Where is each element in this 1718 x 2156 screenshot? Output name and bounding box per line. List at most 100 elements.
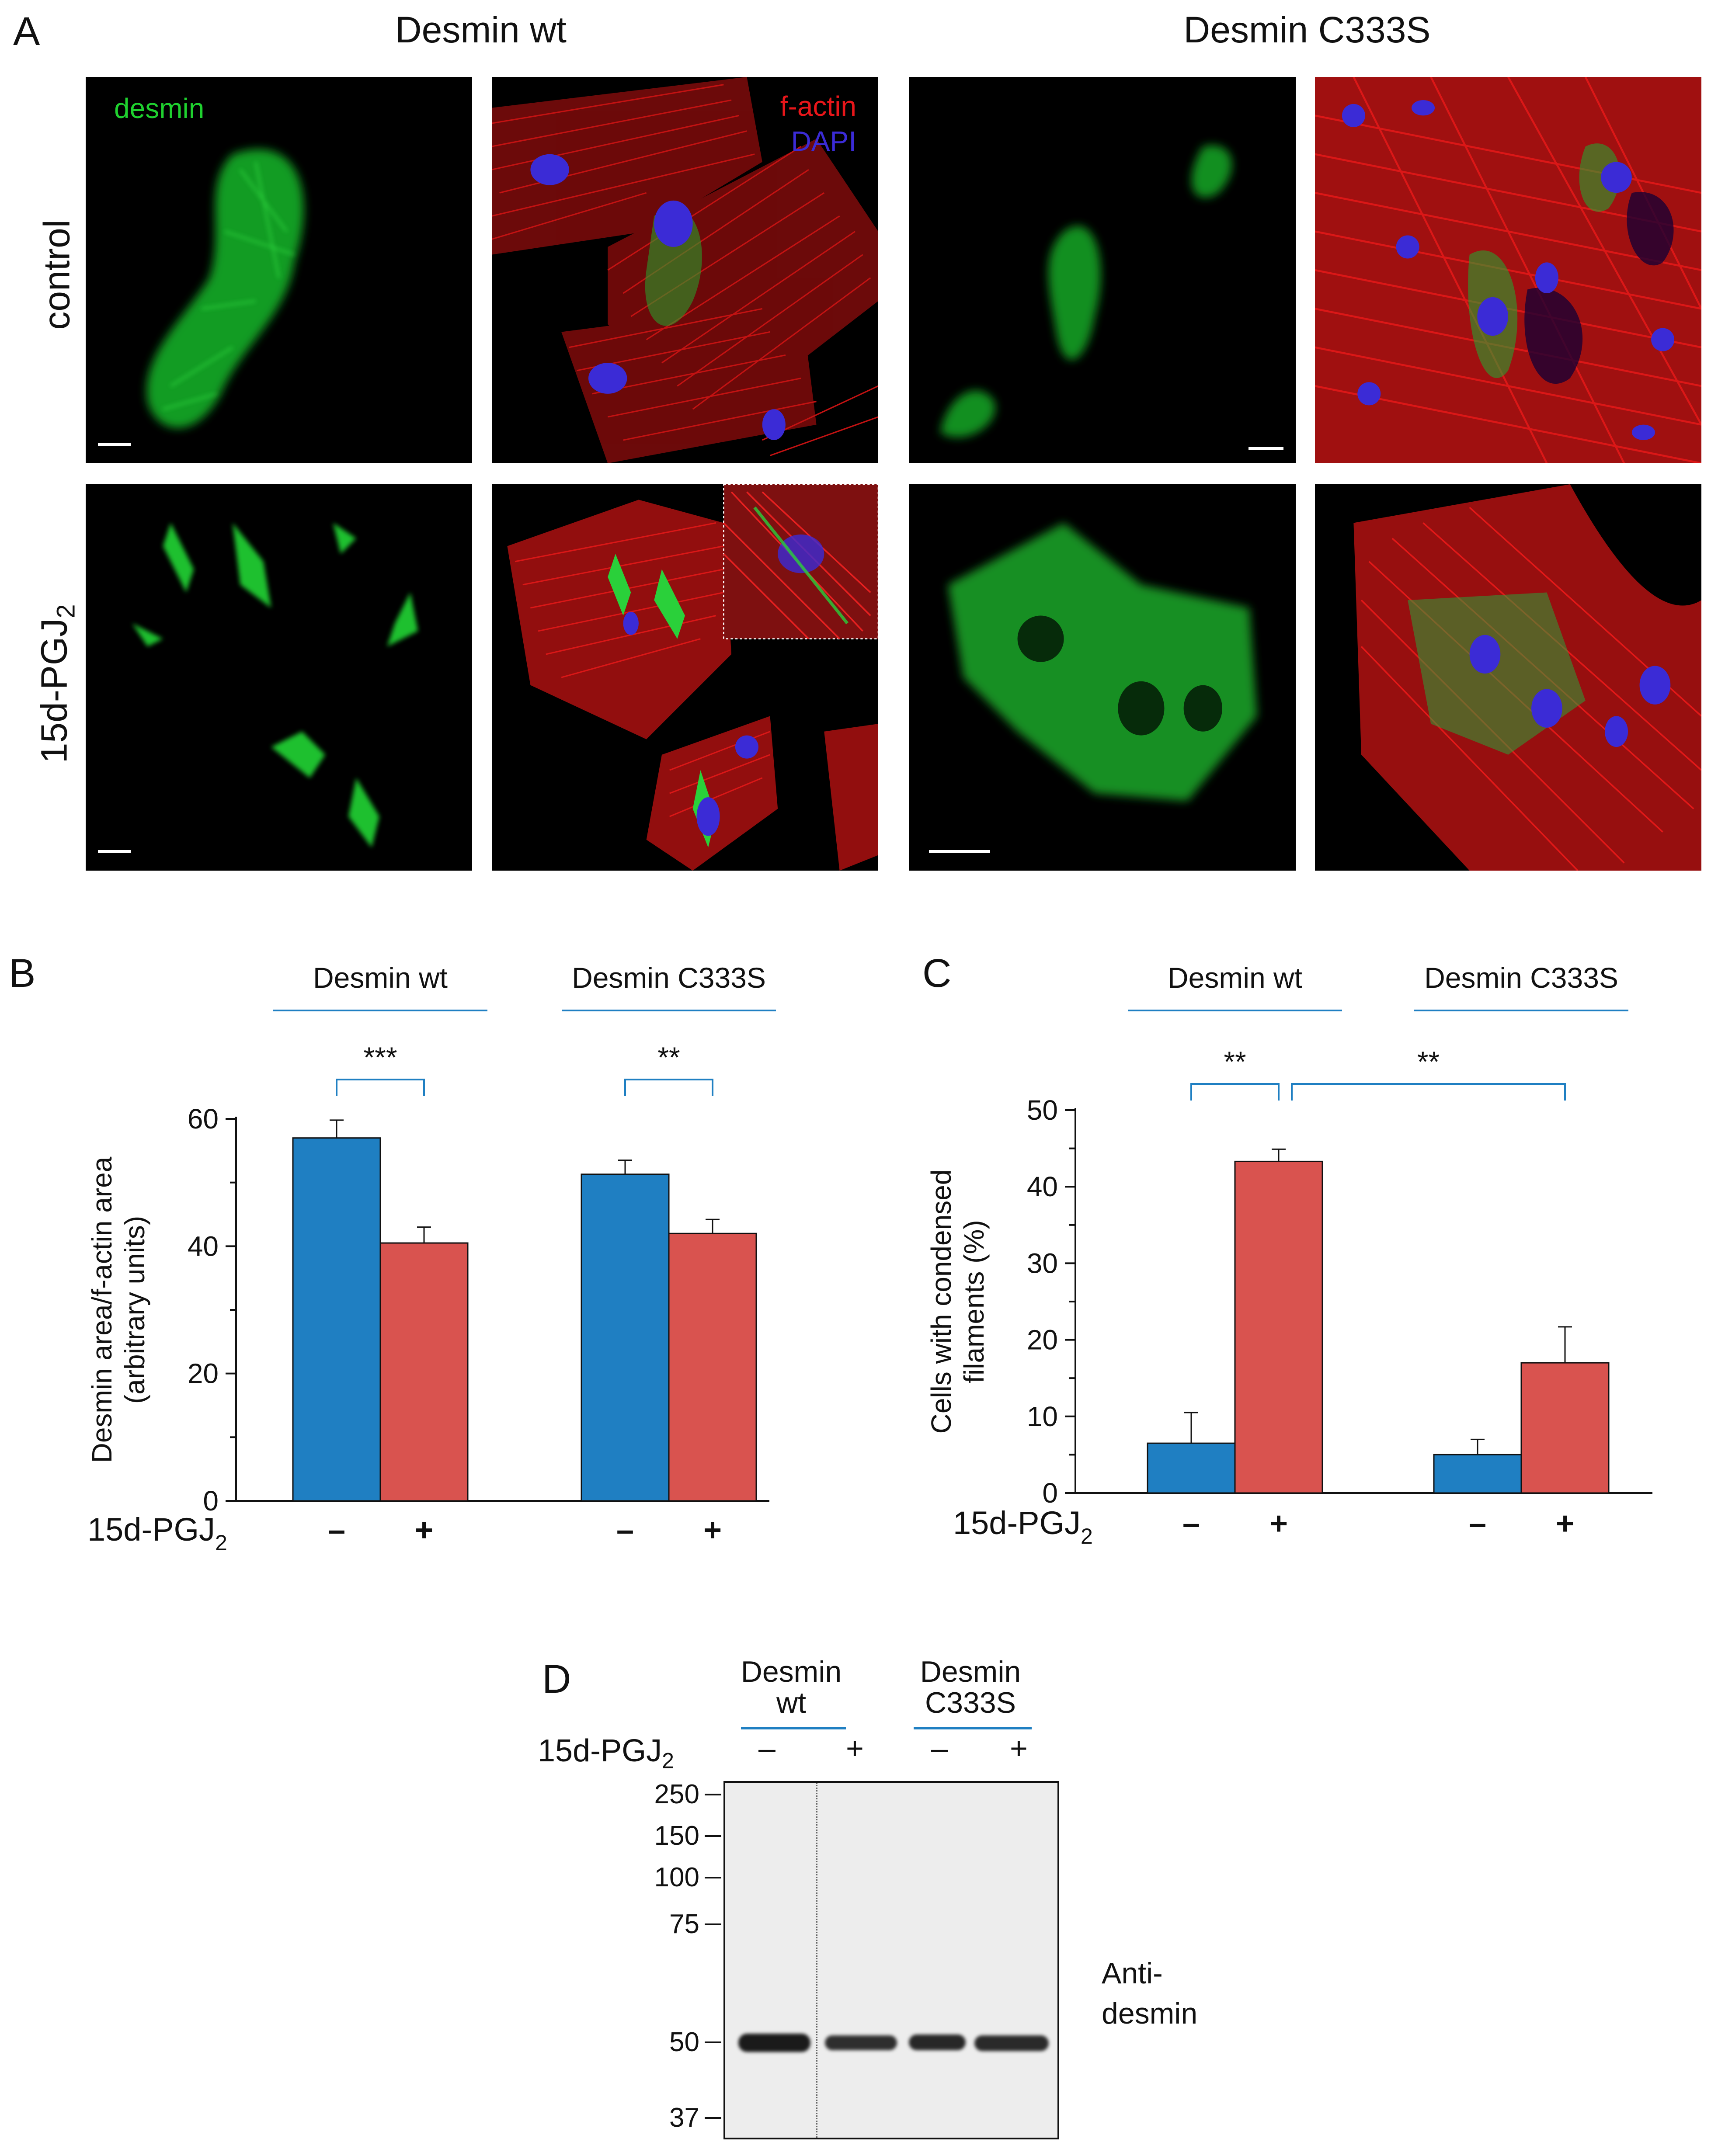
category-label: – <box>1182 1506 1200 1541</box>
y-tick-label: 0 <box>1042 1477 1058 1509</box>
column-header-c333s: Desmin C333S <box>1183 9 1431 50</box>
marker-tick <box>705 1835 721 1837</box>
scale-bar <box>1249 447 1283 450</box>
stain-label-factin: f-actin <box>780 90 856 122</box>
category-label: – <box>616 1513 634 1548</box>
row-header-control: control <box>36 219 77 330</box>
blot-lane-3-label: – <box>931 1731 948 1765</box>
group-label: Desmin C333S <box>1424 962 1618 994</box>
group-label: Desmin wt <box>1168 962 1302 994</box>
blot-band-3 <box>909 2034 966 2050</box>
treatment-label-subscript: 2 <box>1081 1524 1093 1548</box>
bar <box>1520 1362 1610 1494</box>
y-axis-label: (arbitrary units) <box>119 1216 150 1404</box>
blot-band-4 <box>974 2035 1049 2051</box>
micrograph-c333s-treated-desmin <box>909 484 1296 871</box>
significance-bracket <box>336 1079 425 1096</box>
scale-bar <box>98 850 131 853</box>
bar <box>581 1173 670 1502</box>
category-label: – <box>328 1513 345 1548</box>
group-label: Desmin wt <box>313 962 448 994</box>
y-tick-label: 40 <box>188 1230 219 1262</box>
marker-150: 150 <box>654 1821 699 1851</box>
stain-label-desmin: desmin <box>114 93 205 124</box>
bar <box>1147 1442 1236 1494</box>
panel-letter-b: B <box>9 951 36 996</box>
blot-membrane <box>723 1781 1059 2139</box>
y-tick-label: 10 <box>1027 1401 1058 1432</box>
treatment-label-subscript: 2 <box>215 1531 227 1555</box>
blot-group-wt-line1: Desmin <box>741 1655 842 1688</box>
marker-tick <box>705 2117 721 2119</box>
blot-group-wt-underline <box>741 1727 846 1729</box>
chart-b: 0 20 40 60 Desmin area/f-actin area (arbitrar… <box>0 953 831 1600</box>
bar <box>379 1242 469 1502</box>
blot-antibody-line2: desmin <box>1102 1996 1198 2030</box>
micrograph-c333s-control-desmin <box>909 77 1296 463</box>
category-label: + <box>1556 1506 1574 1541</box>
bar <box>668 1232 757 1502</box>
blot-group-labels: Desmin wt Desmin C333S <box>682 1656 1075 1761</box>
scale-bar <box>98 443 131 446</box>
column-header-wt: Desmin wt <box>395 9 567 50</box>
significance-bracket <box>1291 1083 1566 1101</box>
y-tick-label: 20 <box>188 1358 219 1389</box>
y-axis-label: filaments (%) <box>958 1220 990 1383</box>
blot-markers: 250 150 100 75 50 37 <box>621 1779 726 2137</box>
treatment-label: 15d-PGJ2 <box>87 1511 227 1555</box>
significance-label: ** <box>1224 1045 1246 1078</box>
row-header-treatment: 15d-PGJ2 <box>33 604 80 764</box>
micrograph-c333s-control-merge <box>1315 77 1701 463</box>
blot-lane-1-label: – <box>758 1731 776 1765</box>
panel-letter-c: C <box>922 951 952 996</box>
micrograph-c333s-treated-merge <box>1315 484 1701 871</box>
marker-tick <box>705 1923 721 1925</box>
y-axis-label: Desmin area/f-actin area <box>86 1156 118 1463</box>
blot-treatment-label: 15d-PGJ2 <box>538 1733 674 1773</box>
blot-splice-line <box>816 1783 817 2138</box>
y-tick-label: 50 <box>1027 1094 1058 1126</box>
blot-band-1 <box>738 2034 810 2052</box>
y-tick-label: 30 <box>1027 1247 1058 1279</box>
category-label: – <box>1469 1506 1486 1541</box>
significance-label: ** <box>657 1041 680 1073</box>
blot-group-wt-line2: wt <box>776 1686 806 1720</box>
significance-label: *** <box>363 1041 397 1073</box>
marker-75: 75 <box>669 1909 699 1939</box>
blot-lane-4-label: + <box>1010 1731 1028 1765</box>
significance-label: ** <box>1417 1045 1440 1078</box>
treatment-label: 15d-PGJ2 <box>953 1505 1093 1548</box>
panel-letter-d: D <box>542 1657 571 1701</box>
group-label: Desmin C333S <box>572 962 766 994</box>
blot-group-c333s-line1: Desmin <box>920 1655 1021 1688</box>
marker-50: 50 <box>669 2027 699 2057</box>
y-tick-label: 20 <box>1027 1324 1058 1356</box>
category-label: + <box>1269 1506 1288 1541</box>
significance-bracket <box>1190 1083 1280 1101</box>
blot-antibody-label: Anti- desmin <box>1102 1954 1197 2034</box>
micrograph-wt-control-desmin: desmin <box>86 77 472 463</box>
chart-b-svg: 0 20 40 60 Desmin area/f-actin area (arbitrar… <box>86 962 776 1555</box>
category-label: + <box>703 1513 722 1548</box>
micrograph-wt-control-merge: f-actin DAPI <box>492 77 878 463</box>
y-axis-label: Cells with condensed <box>925 1170 957 1434</box>
blot-group-c333s-line2: C333S <box>925 1686 1016 1720</box>
marker-100: 100 <box>654 1862 699 1892</box>
bar <box>292 1137 381 1502</box>
marker-250: 250 <box>654 1779 699 1809</box>
chart-c-svg: 0 10 20 30 40 50 Cells with condensed filaments… <box>925 962 1652 1548</box>
micrograph-wt-treated-desmin <box>86 484 472 871</box>
blot-group-c333s-underline <box>914 1727 1032 1729</box>
marker-tick <box>705 1877 721 1878</box>
blot-antibody-line1: Anti- <box>1102 1957 1163 1990</box>
y-tick-label: 0 <box>203 1485 219 1517</box>
blot-group-c333s: Desmin C333S <box>909 1656 1032 1719</box>
chart-c: 0 10 20 30 40 50 Cells with condensed filaments… <box>887 953 1718 1600</box>
blot-band-2 <box>825 2035 897 2050</box>
stain-label-dapi: DAPI <box>791 125 856 157</box>
marker-tick <box>705 2041 721 2043</box>
blot-group-wt: Desmin wt <box>739 1656 844 1719</box>
y-tick-label: 40 <box>1027 1171 1058 1202</box>
bar <box>1234 1160 1323 1494</box>
y-tick-label: 60 <box>188 1103 219 1135</box>
